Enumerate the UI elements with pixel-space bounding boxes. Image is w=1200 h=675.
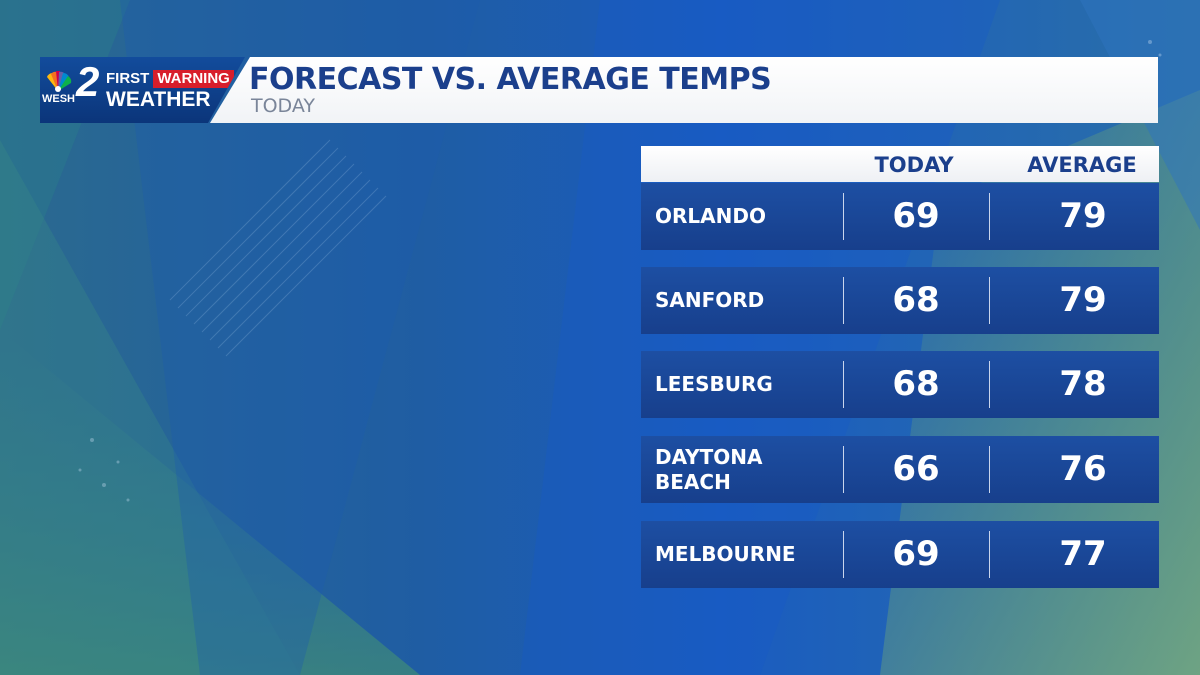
warning-label: WARNING (153, 70, 234, 88)
average-temp: 76 (1059, 449, 1107, 489)
station-call-letters: WESH (42, 93, 75, 105)
city-name: SANFORD (655, 288, 765, 312)
column-today: TODAY (874, 153, 954, 177)
title-panel (210, 57, 1158, 123)
table-row: ORLANDO 69 79 (641, 183, 1159, 250)
channel-number: 2 (76, 58, 100, 105)
today-temp: 68 (892, 280, 940, 320)
table-column-header: TODAY AVERAGE (641, 146, 1159, 182)
average-temp: 79 (1059, 280, 1107, 320)
today-temp: 69 (892, 196, 940, 236)
page-subtitle: TODAY (251, 95, 315, 117)
nbc-peacock-icon (47, 71, 72, 92)
first-label: FIRST (106, 70, 150, 87)
city-name: ORLANDO (655, 204, 766, 228)
average-temp: 78 (1059, 364, 1107, 404)
header-bar: 2 WESH FIRST WARNING ❯ WEATHER FORECAST … (40, 57, 1158, 123)
table-row: SANFORD 68 79 (641, 267, 1159, 334)
table-row: DAYTONA BEACH 66 76 (641, 436, 1159, 503)
city-name: LEESBURG (655, 372, 773, 396)
divider (989, 193, 990, 240)
average-temp: 77 (1059, 534, 1107, 574)
first-warning-badge: FIRST WARNING ❯ (106, 70, 245, 88)
divider (843, 446, 844, 493)
city-name: MELBOURNE (655, 542, 796, 566)
table-row: LEESBURG 68 78 (641, 351, 1159, 418)
page-title: FORECAST VS. AVERAGE TEMPS (249, 62, 772, 97)
today-temp: 66 (892, 449, 940, 489)
divider (843, 277, 844, 324)
divider (989, 361, 990, 408)
today-temp: 68 (892, 364, 940, 404)
today-temp: 69 (892, 534, 940, 574)
weather-label: WEATHER (106, 88, 211, 111)
divider (843, 193, 844, 240)
station-logo: 2 WESH FIRST WARNING ❯ WEATHER (40, 57, 245, 123)
divider (989, 446, 990, 493)
table-row: MELBOURNE 69 77 (641, 521, 1159, 588)
column-average: AVERAGE (1027, 153, 1137, 177)
city-name: DAYTONA BEACH (655, 444, 763, 494)
divider (843, 531, 844, 578)
divider (989, 277, 990, 324)
average-temp: 79 (1059, 196, 1107, 236)
divider (989, 531, 990, 578)
divider (843, 361, 844, 408)
